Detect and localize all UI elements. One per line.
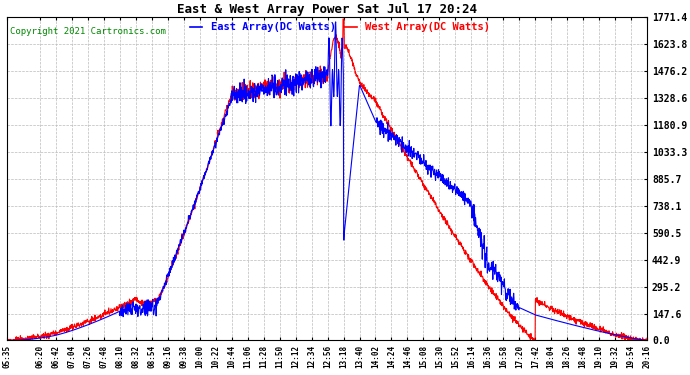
Text: Copyright 2021 Cartronics.com: Copyright 2021 Cartronics.com [10,27,166,36]
Title: East & West Array Power Sat Jul 17 20:24: East & West Array Power Sat Jul 17 20:24 [177,3,477,16]
Legend: East Array(DC Watts), West Array(DC Watts): East Array(DC Watts), West Array(DC Watt… [190,22,490,32]
